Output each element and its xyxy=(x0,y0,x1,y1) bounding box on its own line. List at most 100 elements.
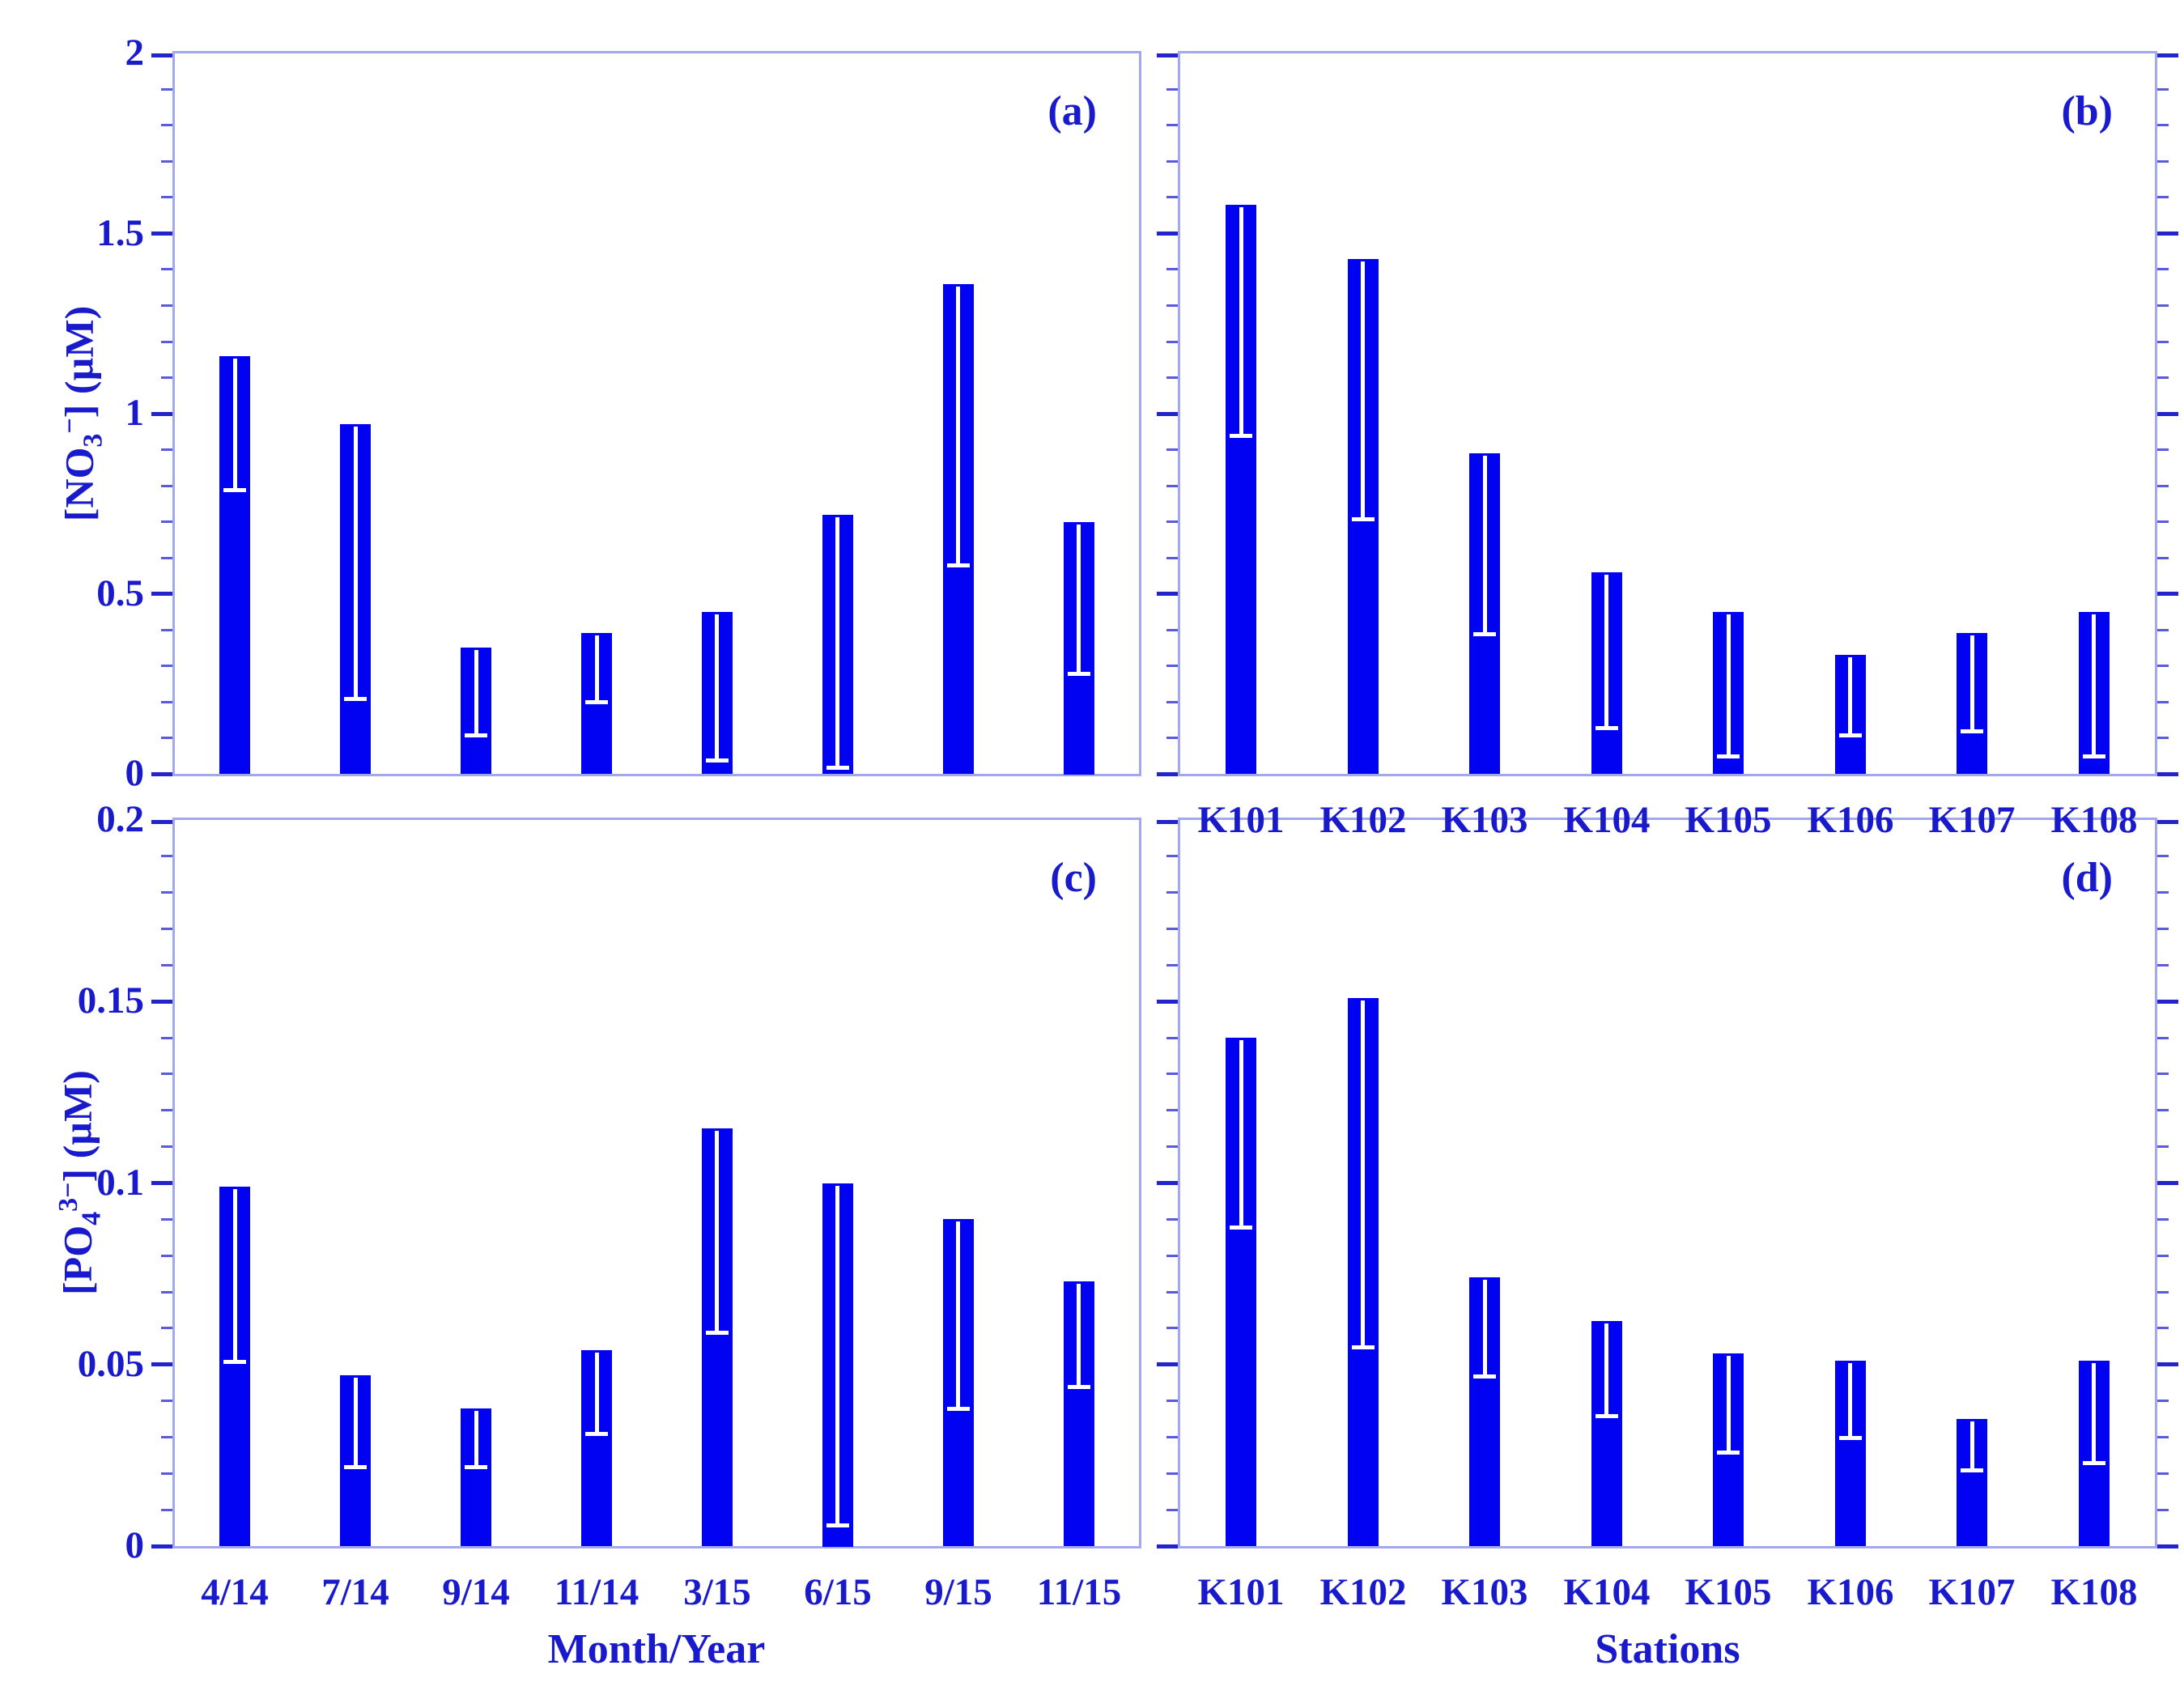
error-bar-cap xyxy=(2083,1461,2105,1465)
x-tick-label: K103 xyxy=(1441,1571,1528,1613)
y-axis-major-tick xyxy=(151,1181,172,1185)
error-bar-cap xyxy=(1839,733,1862,737)
x-axis-title-month-year: Month/Year xyxy=(547,1626,766,1672)
y-axis-major-tick xyxy=(2157,820,2178,824)
y-axis-minor-tick xyxy=(2157,1109,2169,1111)
y-axis-minor-tick xyxy=(2157,160,2169,163)
y-axis-minor-tick xyxy=(161,448,172,451)
error-bar-cap xyxy=(344,1465,367,1469)
y-axis-minor-tick xyxy=(1166,701,1178,703)
error-bar-cap xyxy=(1473,1374,1496,1379)
x-tick-label: K107 xyxy=(1928,799,2016,841)
y-axis-minor-tick xyxy=(2157,1436,2169,1438)
y-axis-minor-tick xyxy=(161,629,172,631)
y-axis-minor-tick xyxy=(161,196,172,198)
y-tick-label: 0.1 xyxy=(96,1162,144,1204)
y-tick-label: 1 xyxy=(125,392,145,434)
y-axis-minor-tick xyxy=(1166,1073,1178,1075)
y-axis-minor-tick xyxy=(161,701,172,703)
y-axis-major-tick xyxy=(2157,53,2178,57)
y-axis-minor-tick xyxy=(2157,701,2169,703)
error-bar-cap xyxy=(1839,1436,1862,1440)
y-axis-minor-tick xyxy=(161,891,172,894)
x-tick-label: K104 xyxy=(1563,799,1651,841)
y-axis-major-tick xyxy=(1157,820,1178,824)
x-tick-label: K102 xyxy=(1319,799,1407,841)
error-bar-cap xyxy=(1596,726,1618,730)
error-bar-line xyxy=(1970,1421,1974,1471)
error-bar-line xyxy=(1970,635,1974,732)
error-bar-cap xyxy=(706,758,729,763)
y-axis-minor-tick xyxy=(2157,124,2169,126)
y-axis-minor-tick xyxy=(1166,1472,1178,1475)
y-axis-major-tick xyxy=(2157,1362,2178,1366)
y-axis-minor-tick xyxy=(2157,1037,2169,1039)
y-axis-minor-tick xyxy=(2157,1255,2169,1257)
y-axis-minor-tick xyxy=(1166,160,1178,163)
error-bar-line xyxy=(1727,1356,1731,1453)
y-axis-minor-tick xyxy=(2157,88,2169,91)
y-axis-minor-tick xyxy=(1166,928,1178,930)
error-bar-line xyxy=(835,517,839,768)
x-tick-label: K105 xyxy=(1685,1571,1772,1613)
error-bar-line xyxy=(1727,614,1731,757)
y-axis-minor-tick xyxy=(1166,964,1178,966)
y-axis-minor-tick xyxy=(1166,124,1178,126)
error-bar-cap xyxy=(826,766,849,770)
x-tick-label: K106 xyxy=(1807,799,1894,841)
error-bar-line xyxy=(354,1378,358,1468)
y-axis-minor-tick xyxy=(1166,629,1178,631)
error-bar-cap xyxy=(344,697,367,701)
x-tick-label: 9/14 xyxy=(442,1571,510,1613)
panel-d: (d) xyxy=(1157,818,2178,1548)
error-bar-line xyxy=(233,1189,237,1362)
x-tick-label: K104 xyxy=(1563,1571,1651,1613)
y-axis-minor-tick xyxy=(161,304,172,307)
y-axis-minor-tick xyxy=(2157,376,2169,379)
error-bar-cap xyxy=(826,1523,849,1527)
y-axis-minor-tick xyxy=(2157,928,2169,930)
y-axis-minor-tick xyxy=(1166,1255,1178,1257)
y-axis-major-tick xyxy=(2157,232,2178,236)
y-axis-major-tick xyxy=(151,592,172,596)
panel-c: (c) xyxy=(151,818,1141,1548)
error-bar-cap xyxy=(223,1360,246,1364)
y-axis-major-tick xyxy=(151,820,172,824)
x-tick-label: 4/14 xyxy=(201,1571,269,1613)
y-axis-minor-tick xyxy=(161,928,172,930)
error-bar-cap xyxy=(1717,754,1740,758)
error-bar-line xyxy=(595,1353,599,1435)
y-axis-minor-tick xyxy=(1166,1400,1178,1402)
error-bar-cap xyxy=(2083,754,2105,758)
error-bar-cap xyxy=(1961,1468,1983,1472)
y-axis-minor-tick xyxy=(161,665,172,667)
x-tick-label: K106 xyxy=(1807,1571,1894,1613)
error-bar-line xyxy=(1604,1323,1608,1417)
x-tick-label: 11/14 xyxy=(554,1571,639,1613)
y-axis-minor-tick xyxy=(1166,1037,1178,1039)
y-axis-major-tick xyxy=(1157,53,1178,57)
y-axis-minor-tick xyxy=(2157,855,2169,857)
error-bar-line xyxy=(1848,1363,1852,1438)
y-axis-major-tick xyxy=(1157,592,1178,596)
y-axis-minor-tick xyxy=(2157,629,2169,631)
error-bar-cap xyxy=(1068,1385,1090,1389)
error-bar-line xyxy=(1077,525,1081,674)
error-bar-cap xyxy=(465,1465,487,1469)
error-bar-line xyxy=(1361,261,1365,520)
x-tick-label: K101 xyxy=(1197,799,1285,841)
y-axis-minor-tick xyxy=(1166,485,1178,487)
y-axis-minor-tick xyxy=(161,1400,172,1402)
y-axis-minor-tick xyxy=(2157,304,2169,307)
y-axis-major-tick xyxy=(1157,1000,1178,1004)
y-axis-minor-tick xyxy=(161,557,172,559)
error-bar-cap xyxy=(223,488,246,492)
y-axis-minor-tick xyxy=(161,1037,172,1039)
x-tick-label: 11/15 xyxy=(1036,1571,1122,1613)
y-tick-label: 0 xyxy=(125,1524,145,1566)
y-axis-major-tick xyxy=(1157,772,1178,776)
y-axis-major-tick xyxy=(1157,1544,1178,1548)
y-axis-minor-tick xyxy=(1166,1145,1178,1148)
y-axis-major-tick xyxy=(1157,232,1178,236)
y-axis-minor-tick xyxy=(161,1109,172,1111)
